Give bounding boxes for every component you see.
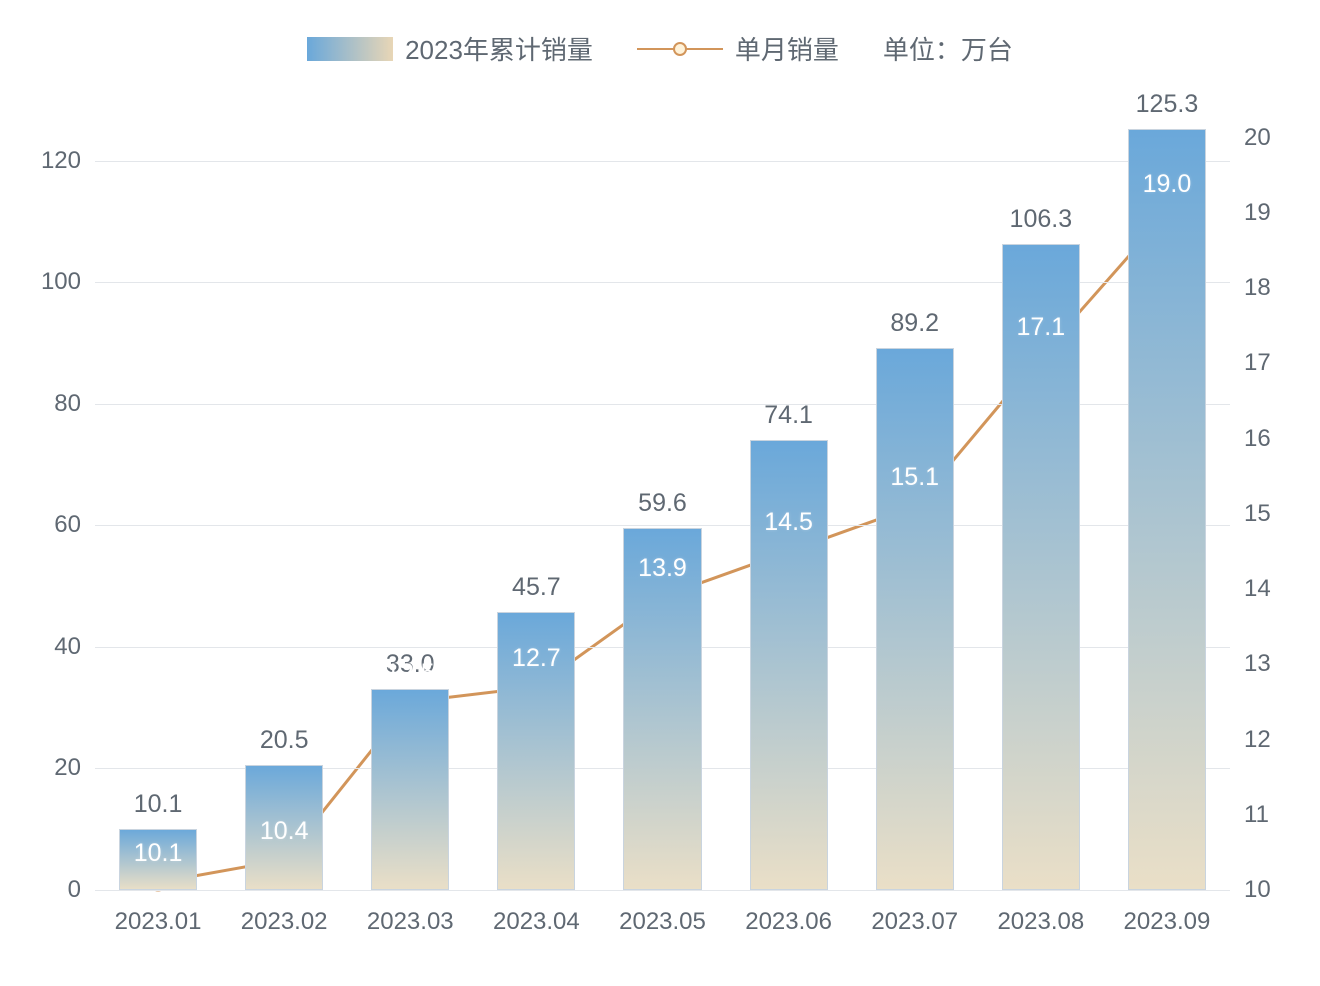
line-value-label: 12.5 — [386, 659, 435, 688]
plot-area: 0204060801001201011121314151617181920202… — [95, 100, 1230, 890]
x-axis-tick: 2023.05 — [619, 890, 706, 936]
legend-item-unit: 单位：万台 — [883, 30, 1013, 67]
y-axis-left-tick: 80 — [54, 390, 95, 418]
y-axis-right-tick: 10 — [1230, 876, 1271, 904]
x-axis-tick: 2023.01 — [115, 890, 202, 936]
line-value-label: 14.5 — [764, 508, 813, 537]
legend-line-swatch-marker — [673, 42, 687, 56]
line-value-label: 17.1 — [1016, 313, 1065, 342]
bar-value-label: 74.1 — [764, 401, 813, 430]
legend-line-swatch — [637, 37, 723, 61]
x-axis-tick: 2023.02 — [241, 890, 328, 936]
y-axis-right-tick: 20 — [1230, 124, 1271, 152]
x-axis-tick: 2023.09 — [1124, 890, 1211, 936]
bar-value-label: 10.1 — [134, 790, 183, 819]
legend-item-line: 单月销量 — [637, 30, 839, 67]
legend-bar-swatch — [307, 37, 393, 61]
bar-value-label: 20.5 — [260, 726, 309, 755]
x-axis-tick: 2023.07 — [871, 890, 958, 936]
line-value-label: 15.1 — [890, 463, 939, 492]
x-axis-tick: 2023.06 — [745, 890, 832, 936]
bar-value-label: 45.7 — [512, 573, 561, 602]
y-axis-left-tick: 120 — [41, 147, 95, 175]
y-axis-left-tick: 60 — [54, 511, 95, 539]
bar — [750, 440, 828, 890]
bar — [371, 689, 449, 890]
y-axis-right-tick: 12 — [1230, 726, 1271, 754]
y-axis-right-tick: 13 — [1230, 650, 1271, 678]
y-axis-right-tick: 18 — [1230, 274, 1271, 302]
line-value-label: 13.9 — [638, 554, 687, 583]
y-axis-right-tick: 11 — [1230, 801, 1269, 829]
bar — [1128, 129, 1206, 890]
line-value-label: 19.0 — [1143, 170, 1192, 199]
bar-value-label: 59.6 — [638, 489, 687, 518]
x-axis-tick: 2023.03 — [367, 890, 454, 936]
bar — [876, 348, 954, 890]
legend-line-label: 单月销量 — [735, 30, 839, 67]
legend-bar-label: 2023年累计销量 — [405, 30, 593, 67]
y-axis-left-tick: 40 — [54, 633, 95, 661]
line-value-label: 10.4 — [260, 817, 309, 846]
legend-unit-label: 单位：万台 — [883, 30, 1013, 67]
line-value-label: 10.1 — [134, 839, 183, 868]
gridline — [95, 161, 1230, 162]
sales-combo-chart: 2023年累计销量 单月销量 单位：万台 0204060801001201011… — [0, 0, 1320, 986]
legend-item-bar: 2023年累计销量 — [307, 30, 593, 67]
line-value-label: 12.7 — [512, 644, 561, 673]
y-axis-right-tick: 19 — [1230, 199, 1271, 227]
bar-value-label: 125.3 — [1136, 90, 1199, 119]
x-axis-tick: 2023.04 — [493, 890, 580, 936]
y-axis-right-tick: 16 — [1230, 425, 1271, 453]
bar-value-label: 106.3 — [1010, 205, 1073, 234]
x-axis-tick: 2023.08 — [997, 890, 1084, 936]
legend: 2023年累计销量 单月销量 单位：万台 — [0, 30, 1320, 67]
bar-value-label: 89.2 — [890, 309, 939, 338]
y-axis-right-tick: 17 — [1230, 349, 1271, 377]
y-axis-left-tick: 0 — [68, 876, 95, 904]
y-axis-right-tick: 15 — [1230, 500, 1271, 528]
y-axis-right-tick: 14 — [1230, 575, 1271, 603]
y-axis-left-tick: 100 — [41, 268, 95, 296]
y-axis-left-tick: 20 — [54, 754, 95, 782]
